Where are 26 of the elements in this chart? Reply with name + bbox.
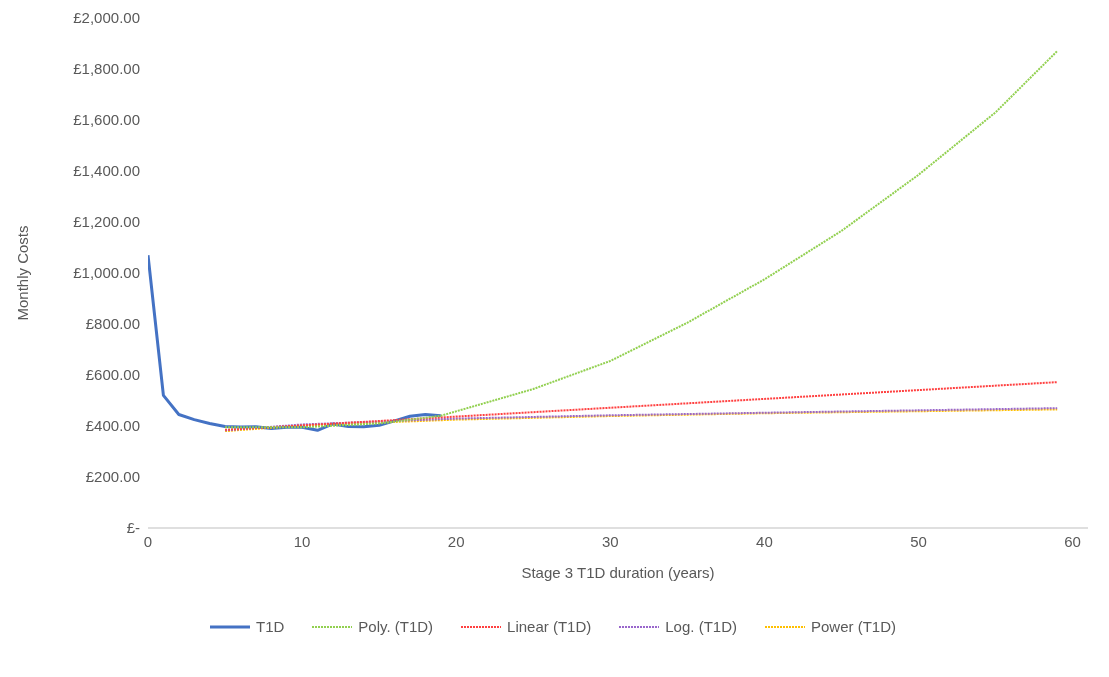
legend-label: Poly. (T1D)	[357, 618, 434, 635]
x-tick-label: 40	[756, 532, 773, 550]
y-tick-label: £1,600.00	[73, 111, 140, 129]
x-tick-label: 20	[447, 532, 465, 550]
legend-label: Linear (T1D)	[506, 618, 592, 635]
x-tick-label: 60	[1064, 532, 1081, 550]
y-tick-label: £1,000.00	[73, 264, 140, 282]
y-tick-label: £1,400.00	[73, 162, 140, 180]
x-tick-label: 0	[143, 532, 153, 550]
y-tick-label: £800.00	[85, 315, 140, 333]
legend-label: T1D	[255, 618, 285, 635]
y-tick-label: £200.00	[85, 468, 140, 486]
legend-label: Log. (T1D)	[664, 618, 737, 635]
x-tick-label: 50	[910, 532, 927, 550]
x-tick-label: 30	[601, 532, 619, 550]
y-tick-label: £2,000.00	[73, 9, 140, 27]
y-tick-label: £600.00	[85, 366, 140, 384]
y-tick-label: £1,200.00	[73, 213, 140, 231]
y-tick-label: £-	[126, 519, 140, 537]
line-series	[224, 50, 1059, 429]
y-axis-title: Monthly Costs	[14, 225, 32, 321]
x-axis-title: Stage 3 T1D duration (years)	[521, 564, 715, 581]
x-tick-label: 10	[293, 532, 311, 550]
y-tick-label: £1,800.00	[73, 60, 140, 78]
legend-label: Power (T1D)	[810, 618, 896, 635]
y-tick-label: £400.00	[85, 417, 140, 435]
